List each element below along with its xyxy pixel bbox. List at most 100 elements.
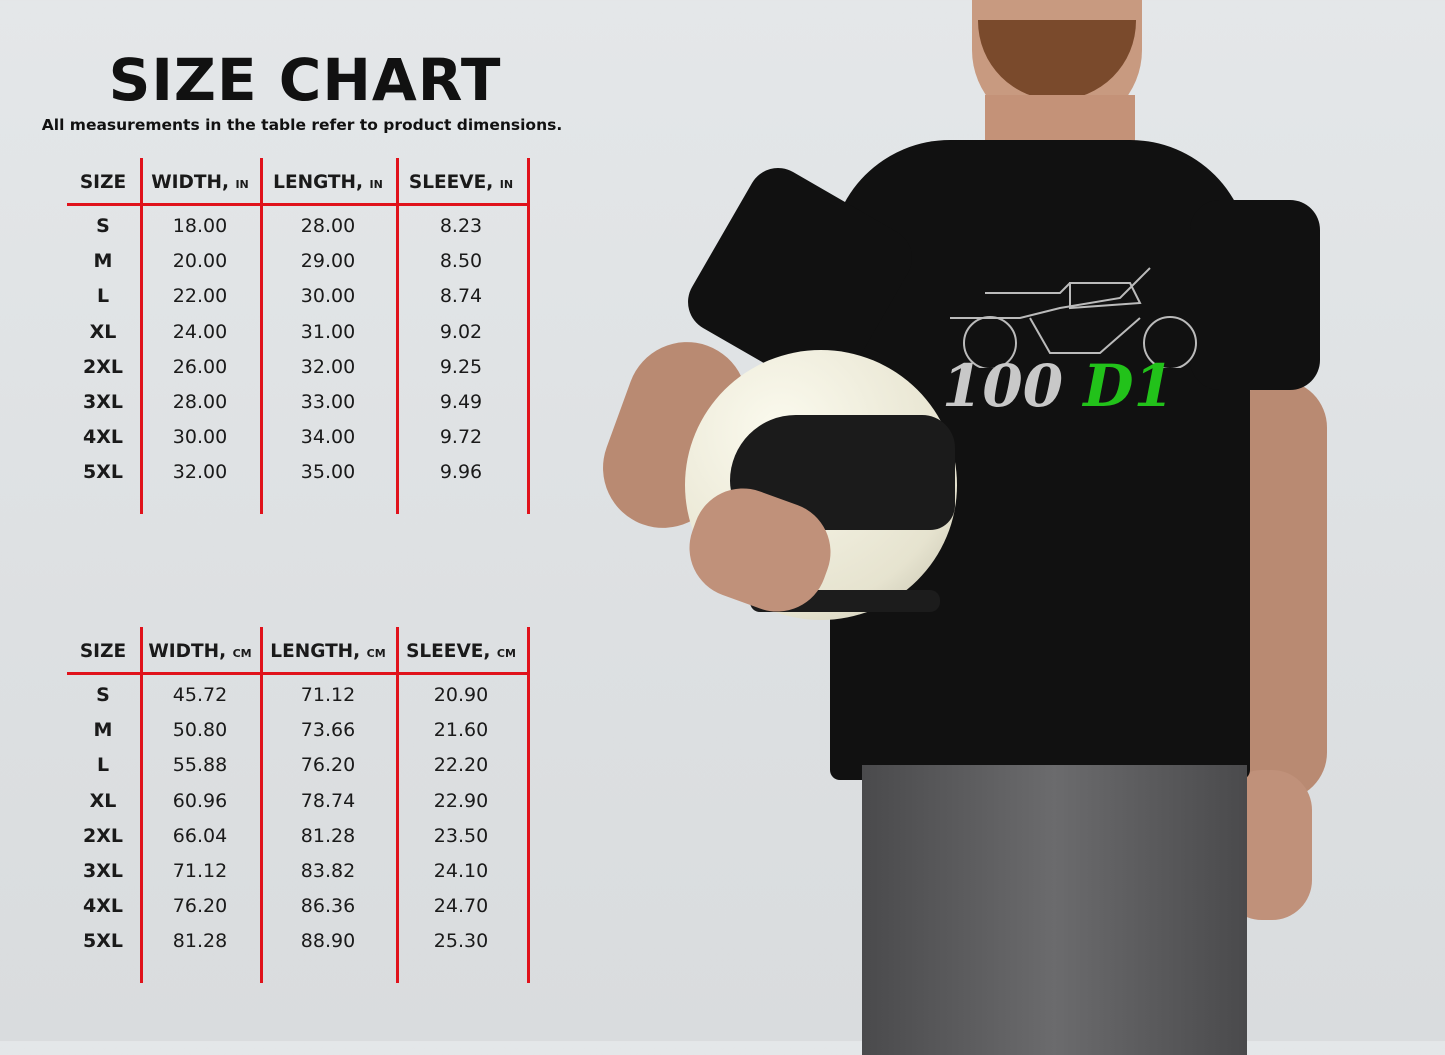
measurement-cell: 66.04 [172, 824, 228, 847]
measurement-cell: 76.20 [172, 895, 228, 918]
column-header-unit: CM [232, 647, 252, 660]
column-header: WIDTH, IN [130, 172, 270, 193]
measurement-cell: 86.36 [300, 895, 356, 918]
t-shirt-right-sleeve [1190, 200, 1320, 390]
measurement-cell: 9.49 [439, 391, 483, 413]
column-header: SIZE [33, 641, 173, 662]
size-label: 4XL [83, 895, 123, 918]
column-header-unit: IN [369, 178, 383, 191]
measurement-cell: 28.00 [172, 391, 228, 413]
column-header: SLEEVE, IN [391, 172, 531, 193]
size-label: M [93, 250, 113, 273]
measurement-cell: 30.00 [300, 285, 356, 308]
shirt-print-number: 100 [942, 352, 1064, 420]
measurement-cell: 34.00 [300, 426, 356, 449]
measurement-cell: 55.88 [172, 754, 228, 777]
measurement-cell: 25.30 [433, 930, 489, 953]
measurement-cell: 78.74 [300, 789, 356, 812]
measurement-cell: 9.02 [439, 320, 483, 343]
measurement-cell: 71.12 [172, 860, 228, 882]
measurement-cell: 8.23 [439, 215, 483, 237]
size-label: L [96, 754, 110, 777]
column-header-label: WIDTH, [148, 641, 227, 662]
measurement-cell: 50.80 [172, 719, 228, 742]
size-label: L [96, 285, 110, 308]
column-header-label: LENGTH, [270, 641, 361, 662]
measurement-cell: 60.96 [172, 789, 228, 812]
measurement-cell: 32.00 [300, 355, 356, 378]
column-header-unit: CM [366, 647, 386, 660]
size-label: XL [89, 789, 117, 812]
measurement-cell: 24.00 [172, 320, 228, 343]
measurement-cell: 31.00 [300, 320, 356, 343]
measurement-cell: 35.00 [300, 461, 356, 484]
measurement-cell: 32.00 [172, 461, 228, 484]
measurement-cell: 73.66 [300, 719, 356, 742]
column-header-label: LENGTH, [273, 172, 364, 193]
column-header-unit: IN [499, 178, 514, 191]
column-header-unit: CM [496, 647, 516, 660]
measurement-cell: 20.90 [433, 684, 489, 706]
measurement-cell: 18.00 [172, 215, 228, 237]
size-table-inches: SIZE WIDTH, IN LENGTH, IN SLEEVE, IN S 18.00 2… [67, 158, 531, 514]
column-divider [527, 627, 530, 983]
measurement-cell: 20.00 [172, 250, 228, 273]
page-subtitle: All measurements in the table refer to p… [41, 116, 563, 134]
size-label: 5XL [83, 461, 123, 484]
measurement-cell: 9.25 [439, 355, 483, 378]
column-divider [260, 627, 263, 983]
column-divider [140, 627, 143, 983]
size-label: S [96, 684, 110, 706]
column-header-unit: IN [235, 178, 249, 191]
measurement-cell: 30.00 [172, 426, 228, 449]
shirt-print-model: D1 [1083, 352, 1174, 420]
measurement-cell: 81.28 [300, 824, 356, 847]
model-photo: 100 D1 [586, 0, 1445, 1055]
measurement-cell: 8.74 [439, 285, 483, 308]
column-header: LENGTH, CM [258, 641, 398, 662]
column-header: WIDTH, CM [130, 641, 270, 662]
measurement-cell: 22.20 [433, 754, 489, 777]
measurement-cell: 71.12 [300, 684, 356, 706]
measurement-cell: 22.90 [433, 789, 489, 812]
column-divider [260, 158, 263, 514]
column-divider [527, 158, 530, 514]
motorcycle-graphic [950, 267, 1197, 368]
column-header: LENGTH, IN [258, 172, 398, 193]
measurement-cell: 88.90 [300, 930, 356, 953]
measurement-cell: 8.50 [439, 250, 483, 273]
column-divider [140, 158, 143, 514]
size-label: XL [89, 320, 117, 343]
measurement-cell: 23.50 [433, 824, 489, 847]
measurement-cell: 33.00 [300, 391, 356, 413]
measurement-cell: 9.96 [439, 461, 483, 484]
measurement-cell: 26.00 [172, 355, 228, 378]
measurement-cell: 24.70 [433, 895, 489, 918]
size-label: 2XL [83, 355, 123, 378]
column-divider [396, 158, 399, 514]
measurement-cell: 28.00 [300, 215, 356, 237]
measurement-cell: 21.60 [433, 719, 489, 742]
column-header: SIZE [33, 172, 173, 193]
size-table-cm: SIZE WIDTH, CM LENGTH, CM SLEEVE, CM S 45.72 7… [67, 627, 530, 983]
column-divider [396, 627, 399, 983]
shirt-print-text: 100 D1 [942, 352, 1174, 420]
measurement-cell: 83.82 [300, 860, 356, 882]
measurement-cell: 45.72 [172, 684, 228, 706]
size-label: 4XL [83, 426, 123, 449]
size-label: S [96, 215, 110, 237]
page-title: SIZE CHART [108, 46, 502, 114]
jeans [862, 765, 1247, 1055]
column-header-label: SIZE [79, 641, 127, 662]
column-header-label: WIDTH, [151, 172, 229, 193]
measurement-cell: 76.20 [300, 754, 356, 777]
column-header-label: SLEEVE, [408, 172, 494, 193]
column-header-label: SIZE [79, 172, 127, 193]
measurement-cell: 81.28 [172, 930, 228, 953]
measurement-cell: 22.00 [172, 285, 228, 308]
size-label: 2XL [83, 824, 123, 847]
header-rule [67, 203, 529, 206]
measurement-cell: 24.10 [433, 860, 489, 882]
size-label: 3XL [83, 391, 123, 413]
measurement-cell: 9.72 [439, 426, 483, 449]
